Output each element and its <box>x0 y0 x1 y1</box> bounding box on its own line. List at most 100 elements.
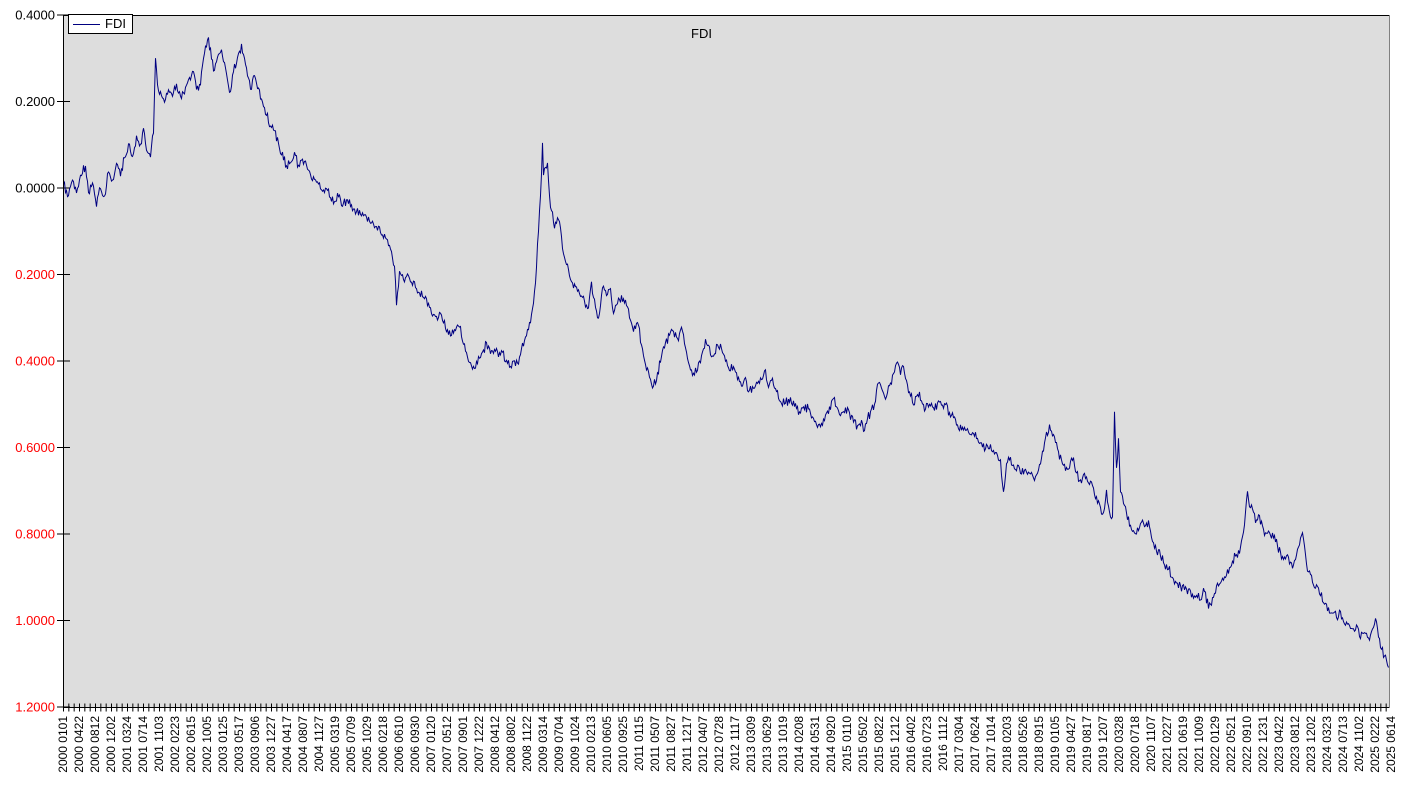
x-axis-tick-label: 2005 1029 <box>360 716 374 773</box>
x-axis-tick-label: 2017 0624 <box>968 716 982 773</box>
x-axis-tick-label: 2009 0314 <box>536 716 550 773</box>
x-axis-tick-label: 2000 0812 <box>88 716 102 773</box>
x-axis-tick-label: 2015 1212 <box>888 716 902 773</box>
fdi-series-line <box>63 37 1389 668</box>
x-axis-tick-label: 2016 0402 <box>904 716 918 773</box>
x-axis-tick-label: 2001 0324 <box>120 716 134 773</box>
x-axis-tick-label: 2024 0713 <box>1336 716 1350 773</box>
x-axis-tick-label: 2004 1127 <box>312 716 326 772</box>
legend: FDI <box>68 14 133 34</box>
x-axis-tick-label: 2019 0105 <box>1048 716 1062 773</box>
x-axis-tick-label: 2025 0222 <box>1368 716 1382 773</box>
x-axis-tick-label: 2014 0208 <box>792 716 806 773</box>
x-axis-tick-label: 2013 0629 <box>760 716 774 773</box>
x-axis-tick-label: 2021 0619 <box>1176 716 1190 773</box>
x-axis-tick-label: 2021 1009 <box>1192 716 1206 773</box>
x-axis-tick-label: 2025 0614 <box>1384 716 1398 773</box>
x-axis-tick-label: 2015 0110 <box>840 716 854 772</box>
y-axis-tick-label: 0.2000 <box>15 267 55 282</box>
x-axis-tick-label: 2019 0817 <box>1080 716 1094 773</box>
x-axis-tick-label: 2000 1202 <box>104 716 118 773</box>
x-axis-tick-label: 2018 0915 <box>1032 716 1046 773</box>
x-axis-tick-label: 2011 0827 <box>664 716 678 772</box>
x-axis-tick-label: 2000 0101 <box>56 716 70 773</box>
x-axis-tick-label: 2007 0901 <box>456 716 470 773</box>
x-axis-tick-label: 2014 0920 <box>824 716 838 773</box>
y-axis-tick-label: 0.8000 <box>15 527 55 542</box>
x-axis-tick-label: 2020 0718 <box>1128 716 1142 773</box>
x-axis-tick-label: 2018 0203 <box>1000 716 1014 773</box>
x-axis-tick-label: 2009 0704 <box>552 716 566 773</box>
x-axis-tick-label: 2010 0605 <box>600 716 614 773</box>
x-axis-tick-label: 2001 1103 <box>152 716 166 772</box>
x-axis-tick-label: 2003 0906 <box>248 716 262 773</box>
x-axis-tick-label: 2013 1019 <box>776 716 790 773</box>
y-axis-tick-label: 0.0000 <box>15 181 55 196</box>
x-axis-tick-label: 2016 0723 <box>920 716 934 773</box>
y-axis-tick-label: 0.6000 <box>15 440 55 455</box>
y-axis-tick-label: 0.2000 <box>15 94 55 109</box>
x-axis-tick-label: 2013 0309 <box>744 716 758 773</box>
x-axis-tick-label: 2015 0822 <box>872 716 886 773</box>
x-axis-tick-label: 2020 1107 <box>1144 716 1158 772</box>
x-axis-tick-label: 2014 0531 <box>808 716 822 773</box>
x-axis-tick-label: 2021 0227 <box>1160 716 1174 773</box>
x-axis-tick-label: 2000 0422 <box>72 716 86 773</box>
y-axis-tick-label: 1.0000 <box>15 613 55 628</box>
x-axis-tick-label: 2023 1202 <box>1304 716 1318 773</box>
x-axis-tick-label: 2024 0323 <box>1320 716 1334 773</box>
x-axis-tick-label: 2022 0521 <box>1224 716 1238 773</box>
y-axis-tick-label: 1.2000 <box>15 700 55 715</box>
x-axis-tick-label: 2007 0512 <box>440 716 454 773</box>
x-axis-tick-label: 2007 1222 <box>472 716 486 773</box>
x-axis-tick-label: 2023 0812 <box>1288 716 1302 773</box>
x-axis-tick-label: 2018 0526 <box>1016 716 1030 773</box>
x-axis-tick-label: 2022 1231 <box>1256 716 1270 773</box>
x-axis-tick-label: 2012 1117 <box>728 716 742 771</box>
x-axis-tick-label: 2017 0304 <box>952 716 966 773</box>
x-axis-tick-label: 2011 0115 <box>632 716 646 771</box>
x-axis-tick-label: 2003 1227 <box>264 716 278 773</box>
x-axis-tick-label: 2006 0930 <box>408 716 422 773</box>
x-axis-tick-label: 2002 0615 <box>184 716 198 773</box>
x-axis-tick-label: 2019 1207 <box>1096 716 1110 773</box>
legend-label: FDI <box>105 16 126 31</box>
chart-title: FDI <box>691 26 712 41</box>
x-axis-tick-label: 2012 0728 <box>712 716 726 773</box>
x-axis-tick-label: 2015 0502 <box>856 716 870 773</box>
x-axis-tick-label: 2010 0213 <box>584 716 598 773</box>
x-axis-tick-label: 2019 0427 <box>1064 716 1078 773</box>
y-axis-tick-label: 0.4000 <box>15 8 55 23</box>
x-axis-tick-label: 2008 0412 <box>488 716 502 773</box>
x-axis-tick-label: 2006 0610 <box>392 716 406 773</box>
x-axis-tick-label: 2022 0129 <box>1208 716 1222 773</box>
x-axis-tick-label: 2002 1005 <box>200 716 214 773</box>
x-axis-tick-label: 2001 0714 <box>136 716 150 773</box>
x-axis-tick-label: 2023 0422 <box>1272 716 1286 773</box>
x-axis-tick-label: 2007 0120 <box>424 716 438 773</box>
x-axis-tick-label: 2012 0407 <box>696 716 710 773</box>
x-axis-tick-label: 2003 0125 <box>216 716 230 773</box>
x-axis-tick-label: 2016 1112 <box>936 716 950 771</box>
x-axis-tick-label: 2011 0507 <box>648 716 662 772</box>
x-axis-tick-label: 2024 1102 <box>1352 716 1366 772</box>
x-axis-tick-label: 2004 0807 <box>296 716 310 773</box>
x-axis-tick-label: 2006 0218 <box>376 716 390 773</box>
x-axis-tick-label: 2005 0709 <box>344 716 358 773</box>
x-axis-tick-label: 2017 1014 <box>984 716 998 773</box>
y-axis-tick-label: 0.4000 <box>15 354 55 369</box>
x-axis-tick-label: 2003 0517 <box>232 716 246 773</box>
legend-line-sample <box>73 23 100 25</box>
x-axis-tick-label: 2020 0328 <box>1112 716 1126 773</box>
x-axis-tick-label: 2002 0223 <box>168 716 182 773</box>
x-axis-tick-label: 2010 0925 <box>616 716 630 773</box>
x-axis-tick-label: 2004 0417 <box>280 716 294 773</box>
x-axis-tick-label: 2022 0910 <box>1240 716 1254 773</box>
x-axis-tick-label: 2011 1217 <box>680 716 694 772</box>
x-axis-tick-label: 2008 0802 <box>504 716 518 773</box>
x-axis-tick-label: 2005 0319 <box>328 716 342 773</box>
x-axis-tick-label: 2009 1024 <box>568 716 582 773</box>
x-axis-tick-label: 2008 1122 <box>520 716 534 772</box>
